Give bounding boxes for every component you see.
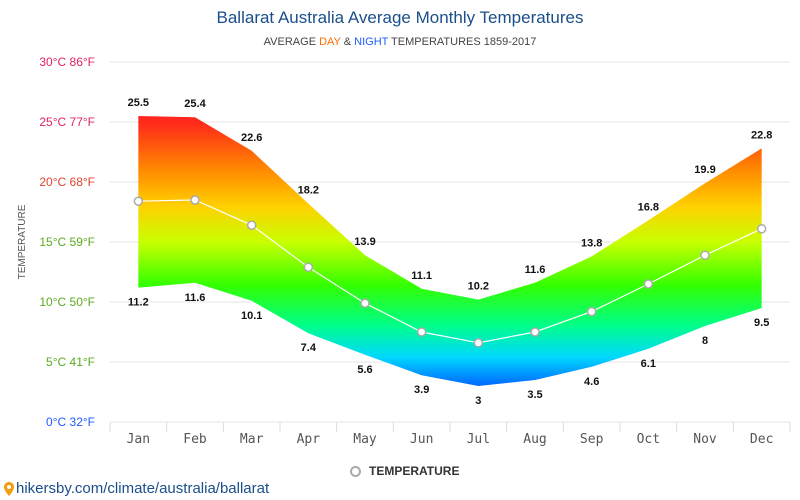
average-temperature-point (416, 327, 427, 337)
average-temperature-line (138, 199, 762, 344)
day-value-label: 22.6 (241, 132, 262, 144)
day-value-label: 11.6 (525, 264, 546, 276)
night-value-label: 4.6 (584, 376, 599, 388)
temperature-range-area (138, 116, 762, 386)
x-tick-label: Mar (240, 432, 264, 447)
x-tick-label: May (353, 432, 377, 447)
day-value-label: 10.2 (468, 281, 489, 293)
average-temperature-point (643, 279, 654, 289)
average-temperature-point (190, 195, 200, 205)
y-axis-label: TEMPERATURE (17, 204, 28, 279)
source-url: hikersby.com/climate/australia/ballarat (16, 480, 270, 497)
x-tick-label: Nov (693, 432, 717, 447)
night-value-label: 7.4 (301, 342, 317, 354)
night-value-label: 3.5 (527, 389, 542, 401)
average-temperature-point (303, 262, 314, 272)
chart-legend[interactable]: TEMPERATURE (350, 464, 459, 478)
x-tick-label: Dec (750, 432, 773, 447)
chart-title: Ballarat Australia Average Monthly Tempe… (216, 8, 584, 27)
subtitle-prefix: AVERAGE (263, 36, 320, 48)
day-value-label: 25.4 (184, 98, 206, 110)
average-temperature-point (586, 306, 597, 317)
x-tick-label: Jul (467, 432, 490, 447)
day-value-label: 16.8 (638, 201, 659, 213)
day-value-label: 22.8 (751, 129, 772, 141)
night-value-label: 8 (702, 335, 708, 347)
subtitle-night: NIGHT (354, 36, 389, 48)
night-value-label: 3.9 (414, 384, 429, 396)
night-value-label: 10.1 (241, 310, 262, 322)
x-tick-label: Aug (523, 432, 546, 447)
night-value-label: 11.6 (185, 292, 206, 304)
average-temperature-point (133, 196, 144, 206)
day-value-label: 13.8 (581, 237, 602, 249)
day-value-label: 13.9 (354, 236, 375, 248)
night-value-label: 3 (475, 395, 481, 407)
y-tick-label: 25°C 77°F (39, 115, 95, 129)
x-tick-label: Oct (637, 432, 660, 447)
y-tick-label: 5°C 41°F (46, 355, 95, 369)
average-temperature-point (473, 338, 484, 348)
y-tick-label: 30°C 86°F (39, 55, 95, 69)
night-value-label: 6.1 (641, 358, 656, 370)
chart-subtitle: AVERAGE DAY & NIGHT TEMPERATURES 1859-20… (0, 36, 800, 48)
average-temperature-point (360, 298, 370, 308)
average-temperature-point (246, 220, 257, 230)
x-tick-label: Feb (183, 432, 207, 447)
x-tick-label: Apr (297, 432, 321, 447)
y-tick-label: 15°C 59°F (39, 235, 95, 249)
night-value-label: 9.5 (754, 317, 769, 329)
y-tick-label: 10°C 50°F (39, 295, 95, 309)
day-value-label: 25.5 (128, 97, 149, 109)
subtitle-amp: & (340, 36, 355, 48)
average-temperature-point (756, 224, 767, 234)
legend-marker-icon (350, 465, 361, 477)
night-value-label: 5.6 (357, 364, 372, 376)
x-tick-label: Jan (127, 432, 150, 447)
day-value-label: 19.9 (694, 164, 715, 176)
location-pin-icon (4, 481, 14, 496)
y-tick-label: 20°C 68°F (39, 175, 95, 189)
y-tick-label: 0°C 32°F (46, 415, 95, 429)
legend-label: TEMPERATURE (369, 464, 460, 478)
source-link[interactable]: hikersby.com/climate/australia/ballarat (4, 480, 269, 497)
night-value-label: 11.2 (128, 297, 149, 309)
subtitle-day: DAY (319, 36, 341, 48)
subtitle-suffix: TEMPERATURES 1859-2017 (388, 36, 537, 48)
day-value-label: 11.1 (411, 270, 432, 282)
average-temperature-point (700, 250, 710, 260)
x-tick-label: Jun (410, 432, 433, 447)
x-tick-label: Sep (580, 432, 604, 447)
day-value-label: 18.2 (298, 185, 319, 197)
average-temperature-point (530, 327, 540, 337)
